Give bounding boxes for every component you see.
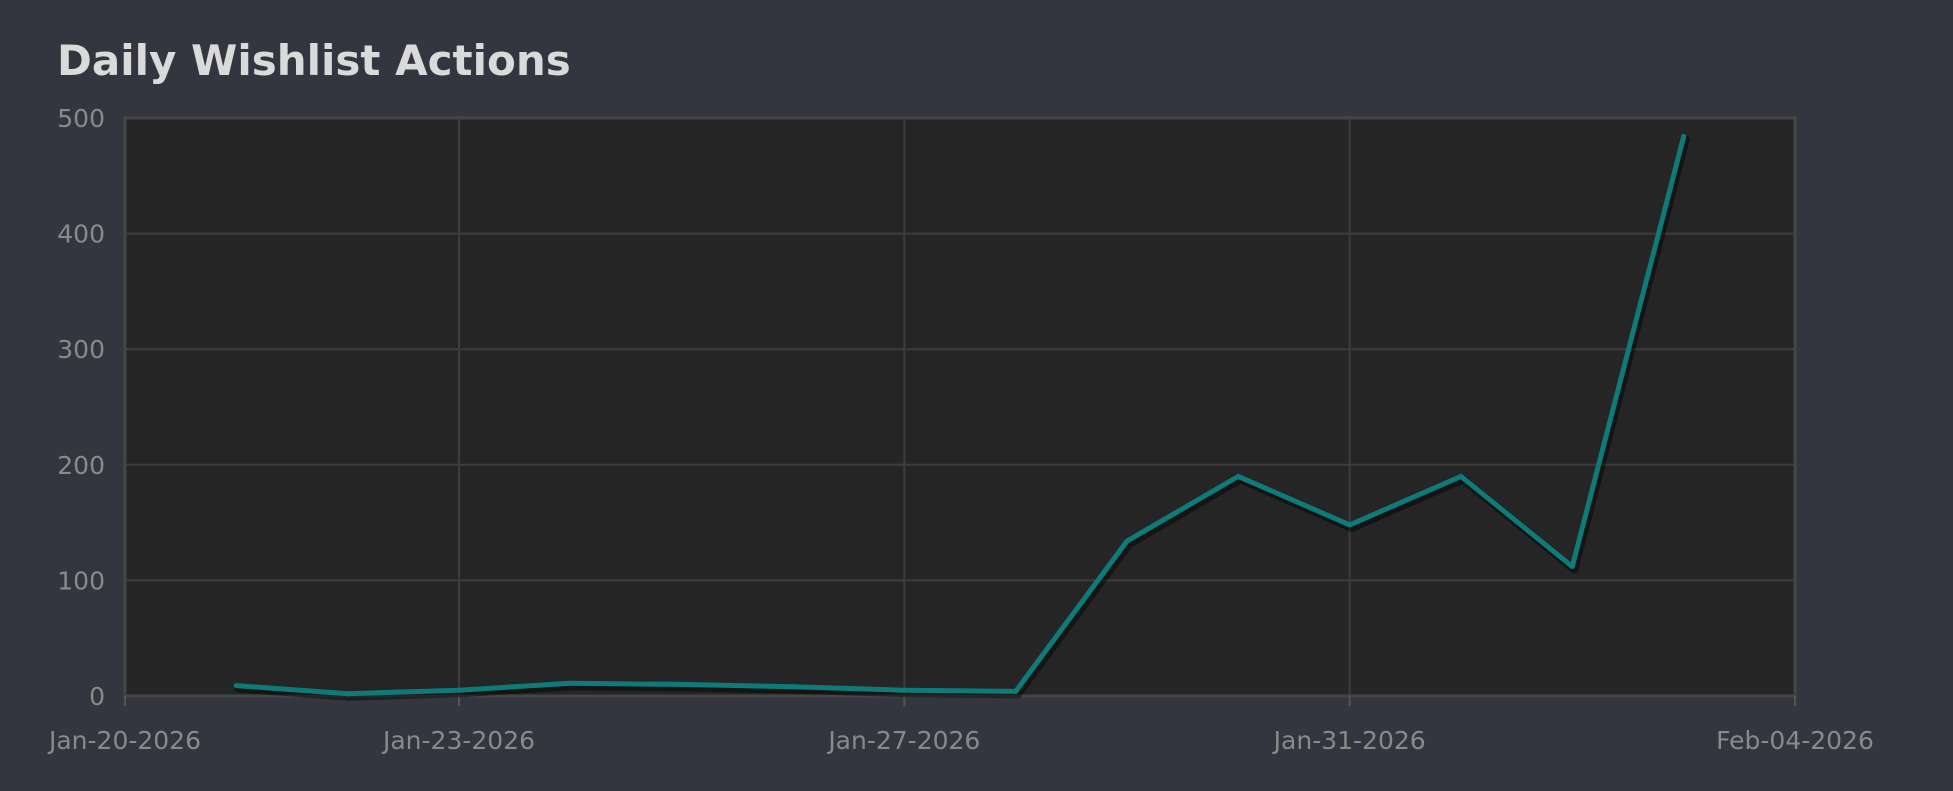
data-point xyxy=(1569,564,1575,570)
plot-area xyxy=(125,118,1795,696)
data-point xyxy=(1681,133,1687,139)
x-tick-label: Jan-31-2026 xyxy=(1272,726,1426,755)
data-point xyxy=(233,683,239,689)
data-point xyxy=(1235,473,1241,479)
data-point xyxy=(1347,522,1353,528)
data-point xyxy=(679,681,685,687)
data-point xyxy=(345,691,351,697)
y-tick-label: 400 xyxy=(57,220,105,249)
data-point xyxy=(790,684,796,690)
data-point xyxy=(1458,473,1464,479)
x-tick-label: Feb-04-2026 xyxy=(1716,726,1874,755)
data-point xyxy=(1013,688,1019,694)
x-tick-label: Jan-20-2026 xyxy=(47,726,201,755)
y-tick-label: 100 xyxy=(57,566,105,595)
y-tick-label: 300 xyxy=(57,335,105,364)
series-line-shadow xyxy=(234,135,1690,701)
plot-border xyxy=(123,116,1797,698)
series-line xyxy=(233,134,1687,697)
y-tick-label: 0 xyxy=(89,682,105,711)
chart-title: Daily Wishlist Actions xyxy=(57,36,571,85)
data-point xyxy=(456,687,462,693)
data-point xyxy=(567,680,573,686)
y-tick-label: 200 xyxy=(57,451,105,480)
y-tick-label: 500 xyxy=(57,104,105,133)
x-tick-label: Jan-27-2026 xyxy=(826,726,980,755)
x-tick-label: Jan-23-2026 xyxy=(381,726,535,755)
data-point xyxy=(1124,538,1130,544)
data-point xyxy=(901,687,907,693)
